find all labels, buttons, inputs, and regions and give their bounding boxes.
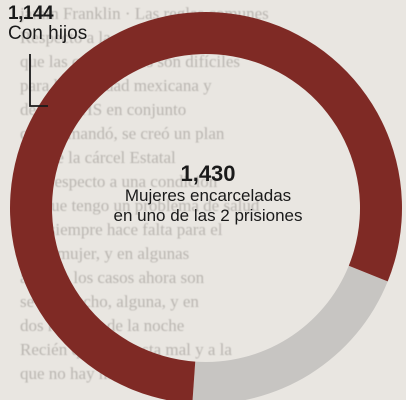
total-value: 1,430 (180, 161, 236, 186)
donut-center-label: 1,430 Mujeres encarceladas en uno de las… (78, 162, 338, 226)
total-label-line1: Mujeres encarceladas (124, 186, 292, 205)
donut-slice-remainder (192, 265, 388, 400)
callout-value: 1,144 (8, 3, 54, 24)
callout-leader-line (29, 54, 48, 107)
callout-label: Con hijos (8, 23, 88, 44)
callout-label-group: 1,144 Con hijos (8, 4, 87, 45)
total-label-line2: en uno de las 2 prisiones (113, 206, 303, 225)
donut-slices (10, 12, 402, 400)
